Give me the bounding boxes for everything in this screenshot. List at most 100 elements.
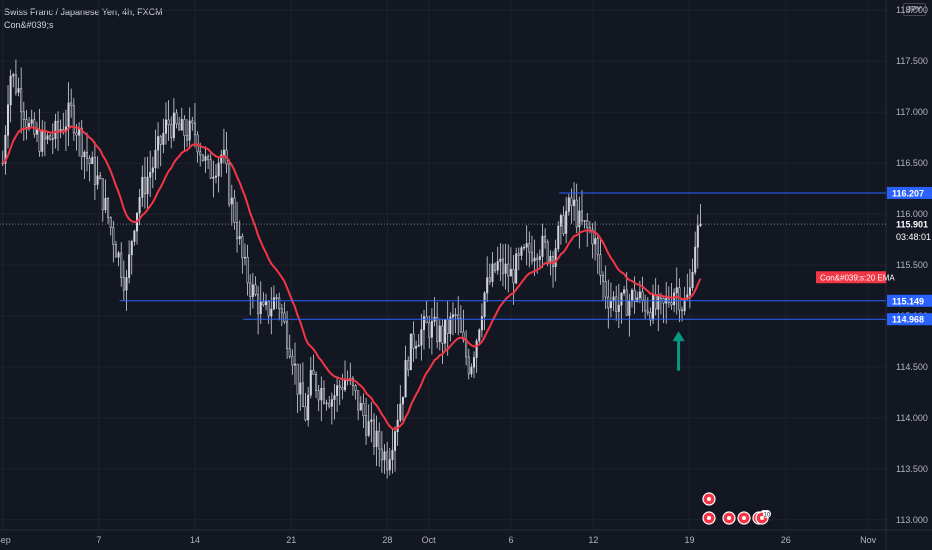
candle-body [680, 309, 684, 312]
candle-body [404, 360, 407, 398]
candle-body [91, 157, 94, 165]
candle-body [451, 314, 454, 318]
candle-body [420, 329, 423, 346]
candles [1, 59, 702, 479]
candle-body [241, 236, 244, 259]
candle-body [380, 448, 383, 461]
candle-body [188, 120, 191, 141]
candle-body [288, 348, 291, 357]
y-tick-label: 115.500 [896, 260, 928, 270]
candle-body [415, 345, 418, 349]
candle-body [472, 357, 476, 368]
candle-body [628, 300, 631, 316]
candle-body [204, 156, 207, 161]
y-tick-label: 116.500 [896, 158, 928, 168]
candle-body [446, 319, 449, 334]
candle-body [109, 217, 112, 228]
candle-body [14, 74, 17, 93]
candle-body [265, 301, 268, 306]
candle-body [96, 175, 99, 185]
candle-body [675, 287, 678, 294]
candle-body [467, 356, 470, 375]
candle-body [299, 382, 302, 395]
last-price-tag [887, 218, 932, 245]
candle-body [691, 271, 694, 288]
candle-body [454, 314, 457, 316]
candle-body [517, 253, 520, 256]
candle-body [554, 248, 557, 267]
candle-body [262, 301, 265, 306]
arrow-up-icon [672, 331, 685, 342]
candle-body [183, 119, 186, 136]
candle-body [509, 268, 512, 277]
candle-body [625, 289, 628, 316]
candle-body [699, 223, 702, 226]
candle-body [117, 252, 120, 258]
candle-body [220, 154, 223, 164]
candle-body [441, 325, 444, 344]
candle-body [199, 151, 202, 156]
candle-body [528, 243, 531, 253]
candle-body [465, 339, 468, 358]
y-tick-label: 113.000 [896, 515, 928, 525]
x-tick-label: 21 [286, 535, 296, 545]
y-tick-label: 113.500 [896, 464, 928, 474]
candle-body [512, 268, 515, 284]
symbol-title[interactable]: Swiss Franc / Japanese Yen, 4h, FXCM [4, 7, 163, 17]
candle-body [599, 254, 602, 276]
currency-badge[interactable]: JPY [903, 3, 926, 16]
candle-body [386, 451, 389, 471]
candle-body [230, 197, 233, 205]
candle-body [449, 316, 452, 334]
last-price-label: 115.901 [896, 220, 928, 230]
event-count-label: 10 [764, 513, 771, 519]
candle-body [565, 211, 568, 234]
candle-body [57, 120, 60, 133]
candle-body [107, 197, 110, 218]
candle-body [615, 296, 618, 312]
level-price-tag [887, 313, 932, 326]
candle-body [172, 112, 175, 139]
candle-body [523, 246, 526, 249]
candle-body [483, 292, 486, 317]
candle-body [507, 263, 510, 277]
candle-body [317, 390, 320, 401]
candle-body [549, 256, 552, 263]
candle-body [296, 363, 299, 395]
candle-body [112, 227, 115, 245]
candle-body [170, 124, 173, 139]
candle-body [154, 149, 157, 169]
x-tick-label: 26 [781, 535, 791, 545]
candle-body [180, 119, 183, 131]
x-tick-label: 19 [685, 535, 695, 545]
candle-body [207, 156, 210, 161]
indicator-title[interactable]: Con&#039;s [4, 20, 54, 30]
candle-body [649, 311, 652, 321]
candle-body [333, 395, 336, 400]
candle-body [544, 235, 547, 243]
candle-body [546, 241, 549, 263]
candle-body [591, 229, 594, 245]
candle-body [104, 197, 107, 211]
candle-body [214, 175, 218, 178]
event-marker-icon-dot [707, 497, 711, 501]
ema-line [2, 125, 702, 430]
candle-body [365, 415, 368, 436]
candle-body [538, 256, 541, 261]
candle-body [272, 297, 275, 310]
candle-body [49, 135, 52, 140]
candle-body [559, 215, 562, 227]
candle-body [228, 163, 231, 205]
candle-body [425, 316, 428, 324]
candle-body [22, 111, 25, 120]
candle-body [130, 241, 133, 256]
candle-body [280, 308, 283, 314]
candle-body [159, 136, 162, 145]
candle-body [322, 388, 325, 404]
candle-body [494, 263, 497, 271]
candle-body [541, 235, 544, 257]
candle-body [401, 396, 404, 405]
candle-body [578, 210, 581, 228]
y-tick-label: 114.000 [896, 413, 928, 423]
